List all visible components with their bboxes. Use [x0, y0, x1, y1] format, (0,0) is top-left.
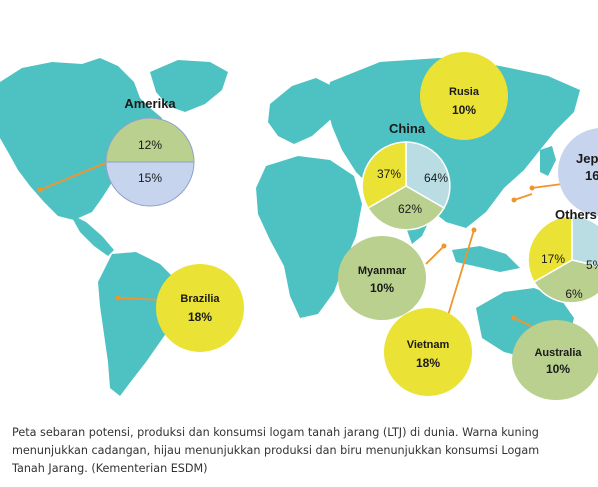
marker-brazilia: Brazilia 18% [156, 264, 244, 352]
marker-others: Others 17% 5% 6% [527, 207, 598, 304]
rusia-reserve-circle [420, 52, 508, 140]
jepang-consumption-circle [558, 128, 598, 216]
amerika-production-value: 12% [138, 138, 162, 152]
dot-amerika [37, 187, 43, 193]
vietnam-reserve-value: 18% [416, 356, 440, 370]
leader-amerika [39, 161, 109, 191]
leader-lines [39, 161, 563, 337]
leader-myanmar [425, 245, 445, 265]
jepang-consumption-value: 16 [585, 168, 598, 183]
brazilia-reserve-circle [156, 264, 244, 352]
indonesia-shape [452, 246, 520, 272]
jepang-name: Jep [576, 151, 598, 166]
others-production-slice [532, 259, 598, 304]
leader-others [513, 193, 533, 201]
asia-shape [326, 58, 580, 228]
marker-jepang: Jep 16 [558, 128, 598, 216]
marker-australia: Australia 10% [512, 320, 598, 400]
europe-shape [268, 78, 340, 144]
myanmar-production-circle [338, 236, 426, 320]
japan-shape [540, 146, 556, 176]
china-production-slice [366, 185, 446, 231]
australia-production-circle [512, 320, 598, 400]
amerika-name: Amerika [124, 96, 176, 111]
north-america-shape [0, 58, 162, 220]
marker-china: China 37% 64% 62% [361, 121, 451, 231]
central-america-shape [70, 214, 114, 256]
leader-brazilia [117, 297, 163, 301]
world-map: Amerika 12% 15% Rusia 10% China 37% 64% … [0, 52, 598, 400]
marker-myanmar: Myanmar 10% [338, 236, 426, 320]
china-reserve-slice [361, 141, 407, 210]
brazilia-reserve-value: 18% [188, 310, 212, 324]
amerika-production-half [105, 117, 195, 163]
others-production-value: 6% [565, 287, 583, 301]
dot-myanmar [441, 243, 447, 249]
africa-shape [256, 156, 362, 318]
amerika-consumption-half [105, 161, 195, 207]
australia-production-value: 10% [546, 362, 570, 376]
china-reserve-value: 37% [377, 167, 401, 181]
vietnam-reserve-circle [384, 308, 472, 396]
leader-jepang [531, 183, 563, 189]
figure-caption: Peta sebaran potensi, produksi dan konsu… [12, 424, 598, 487]
marker-rusia: Rusia 10% [420, 52, 508, 140]
china-consumption-value: 64% [424, 171, 448, 185]
rusia-reserve-value: 10% [452, 103, 476, 117]
vietnam-name: Vietnam [407, 339, 450, 351]
leader-vietnam [445, 229, 475, 323]
others-consumption-slice [571, 215, 598, 267]
myanmar-name: Myanmar [358, 265, 407, 277]
rusia-name: Rusia [449, 86, 480, 98]
china-production-value: 62% [398, 202, 422, 216]
china-name: China [389, 121, 426, 136]
dot-others [511, 197, 517, 203]
dot-australia [511, 315, 517, 321]
others-reserve-value: 17% [541, 252, 565, 266]
marker-amerika: Amerika 12% 15% [105, 96, 195, 207]
dot-jepang [529, 185, 535, 191]
marker-vietnam: Vietnam 18% [384, 308, 472, 396]
dot-vietnam [471, 227, 477, 233]
others-reserve-slice [527, 215, 573, 284]
brazilia-name: Brazilia [180, 293, 220, 305]
greenland-shape [150, 60, 228, 112]
myanmar-production-value: 10% [370, 281, 394, 295]
dot-brazilia [115, 295, 121, 301]
others-consumption-value: 5% [586, 258, 598, 272]
australia-name: Australia [534, 347, 582, 359]
others-name: Others [555, 207, 597, 222]
amerika-consumption-value: 15% [138, 171, 162, 185]
